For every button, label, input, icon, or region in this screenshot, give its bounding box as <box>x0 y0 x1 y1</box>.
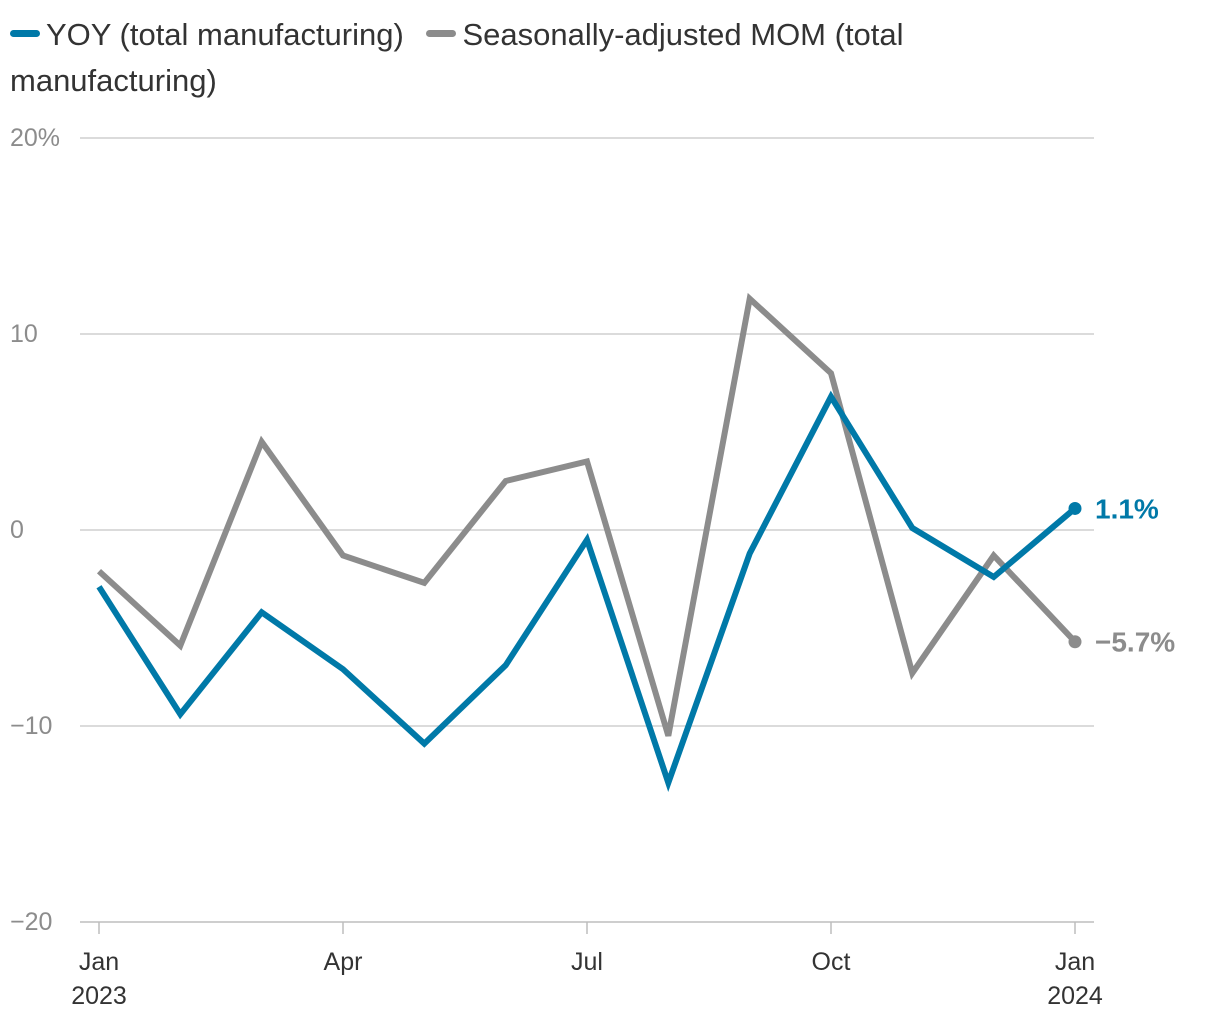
x-tick-year-0: 2023 <box>71 982 127 1010</box>
y-tick-label-4: −20 <box>10 908 52 936</box>
legend-swatch-yoy <box>10 30 40 38</box>
y-tick-label-0: 20% <box>10 124 60 152</box>
y-tick-label-1: 10 <box>10 320 38 348</box>
end-label-mom: −5.7% <box>1095 627 1175 658</box>
x-tick-label-2: Jul <box>571 948 603 976</box>
series-end-marker-yoy <box>1068 501 1082 515</box>
legend-label-yoy: YOY (total manufacturing) <box>46 17 404 52</box>
legend-item-mom: Seasonally-adjusted MOM (total manufactu… <box>10 17 904 98</box>
y-tick-label-3: −10 <box>10 712 52 740</box>
series-end-marker-mom <box>1068 635 1082 649</box>
series-line-yoy <box>96 390 1077 793</box>
end-label-yoy: 1.1% <box>1095 493 1159 524</box>
x-tick-year-4: 2024 <box>1047 982 1103 1010</box>
legend-swatch-mom <box>426 30 457 38</box>
x-tick-label-0: Jan <box>79 948 119 976</box>
legend-item-yoy: YOY (total manufacturing) <box>10 17 404 52</box>
chart-legend: YOY (total manufacturing) Seasonally-adj… <box>10 12 1010 104</box>
x-tick-label-4: Jan <box>1055 948 1095 976</box>
x-tick-label-3: Oct <box>812 948 851 976</box>
y-tick-label-2: 0 <box>10 516 24 544</box>
series-line-mom <box>96 292 1078 737</box>
legend-label-mom: Seasonally-adjusted MOM (total manufactu… <box>10 17 904 98</box>
x-tick-label-1: Apr <box>324 948 363 976</box>
